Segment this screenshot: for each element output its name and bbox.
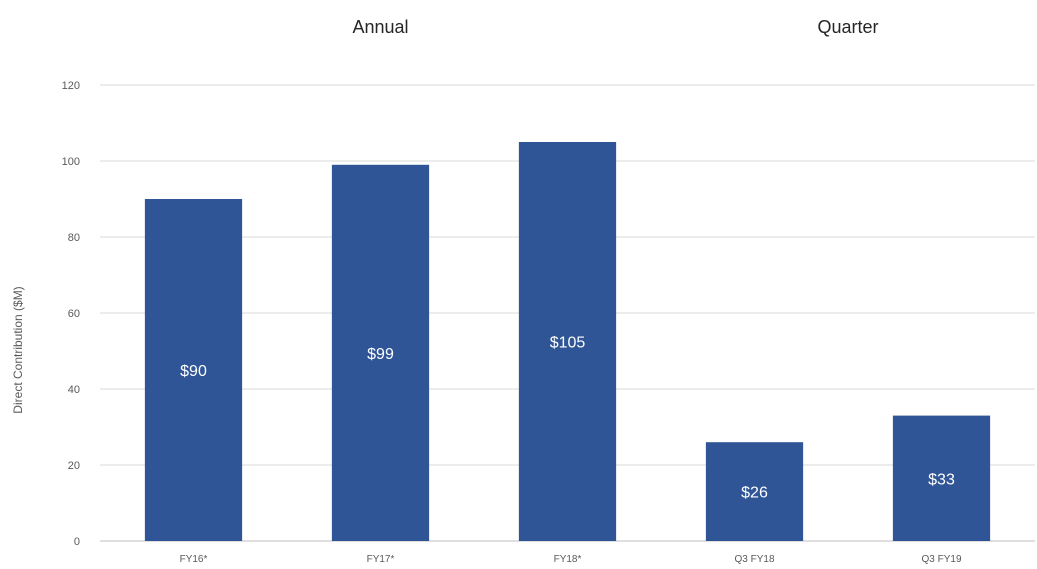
y-tick-label: 60 [68,308,80,320]
y-tick-label: 20 [68,460,80,472]
data-labels: $90 $99 $105 $26 $33 [180,335,955,502]
group-titles: Annual Quarter [352,17,878,37]
bar [705,442,804,541]
bar [892,415,991,541]
y-tick-label: 40 [68,384,80,396]
bar-data-label: $105 [550,335,586,352]
x-category-label: Q3 FY19 [921,554,961,565]
bar [518,142,617,541]
y-tick-label: 100 [62,156,80,168]
bar [331,164,430,542]
y-tick-label: 80 [68,232,80,244]
y-axis-label: Direct Contribution ($M) [11,286,25,413]
bar-data-label: $90 [180,363,207,380]
x-category-label: FY18* [554,554,582,565]
group-title: Quarter [817,17,878,37]
bar-data-label: $33 [928,471,955,488]
bars [144,142,991,542]
x-category-label: Q3 FY18 [734,554,774,565]
y-axis-ticks: 0 20 40 60 80 100 120 [62,80,80,548]
bar-data-label: $26 [741,485,768,502]
x-category-label: FY16* [180,554,208,565]
y-tick-label: 120 [62,80,80,92]
x-category-label: FY17* [367,554,395,565]
bar [144,199,243,541]
group-title: Annual [352,17,408,37]
x-axis-category-labels: FY16* FY17* FY18* Q3 FY18 Q3 FY19 [180,554,962,565]
bar-data-label: $99 [367,346,394,363]
y-tick-label: 0 [74,536,80,548]
